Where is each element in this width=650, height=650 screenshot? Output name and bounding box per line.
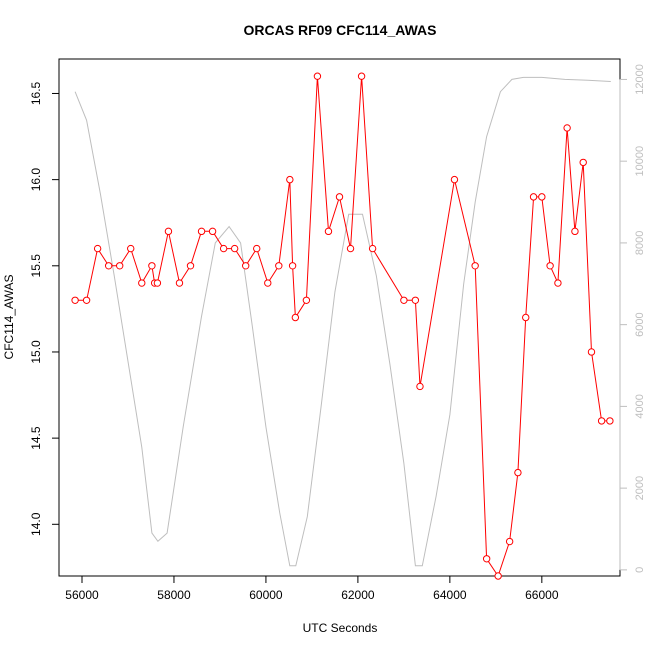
data-point xyxy=(164,227,173,236)
x-tick-label: 58000 xyxy=(157,588,191,602)
data-point xyxy=(416,382,424,391)
data-point xyxy=(115,262,124,270)
data-point xyxy=(597,417,606,425)
data-point xyxy=(522,313,530,322)
data-point xyxy=(482,555,491,563)
data-point xyxy=(275,262,283,270)
data-point xyxy=(219,244,228,253)
chart-title: ORCAS RF09 CFC114_AWAS xyxy=(244,22,437,38)
y-tick-label: 14.0 xyxy=(29,512,43,536)
data-point xyxy=(357,72,366,80)
data-point xyxy=(186,262,195,270)
data-point xyxy=(93,244,102,253)
x-tick-label: 66000 xyxy=(525,588,559,602)
y-tick-label: 15.0 xyxy=(29,340,43,364)
secondary-y-tick-label: 10000 xyxy=(634,146,646,177)
data-point xyxy=(494,572,502,580)
secondary-y-tick-label: 0 xyxy=(634,567,646,573)
data-point xyxy=(471,262,479,270)
data-point xyxy=(514,468,522,477)
data-point xyxy=(253,244,261,253)
secondary-y-tick-label: 6000 xyxy=(634,312,646,336)
data-point xyxy=(529,193,538,201)
secondary-y-tick-label: 12000 xyxy=(634,64,646,95)
data-point xyxy=(411,296,420,304)
x-tick-label: 60000 xyxy=(249,588,283,602)
secondary-series-line xyxy=(74,76,611,567)
data-point xyxy=(291,313,300,322)
data-point xyxy=(208,227,217,236)
data-point xyxy=(82,296,91,304)
data-point xyxy=(563,124,571,132)
data-point xyxy=(288,262,297,270)
x-tick-label: 64000 xyxy=(433,588,467,602)
data-point xyxy=(505,537,514,546)
data-point xyxy=(286,175,294,184)
data-point xyxy=(587,348,596,356)
data-point xyxy=(230,244,239,253)
secondary-y-tick-label: 2000 xyxy=(634,476,646,500)
data-point xyxy=(302,296,311,304)
data-point xyxy=(538,193,546,201)
secondary-y-tick-label: 8000 xyxy=(634,231,646,255)
data-point xyxy=(71,296,79,304)
data-point xyxy=(346,244,355,253)
series-layer xyxy=(71,72,614,580)
data-point xyxy=(368,244,377,253)
y-tick-label: 16.5 xyxy=(29,81,43,105)
data-point xyxy=(127,244,135,253)
data-point xyxy=(335,193,344,201)
data-point xyxy=(400,296,408,304)
data-point xyxy=(313,72,322,80)
x-tick-label: 62000 xyxy=(341,588,375,602)
data-point xyxy=(554,279,562,287)
data-point xyxy=(197,227,206,236)
data-point xyxy=(241,262,250,270)
data-point xyxy=(571,227,579,236)
data-point xyxy=(324,227,333,236)
data-point xyxy=(138,279,146,287)
data-point xyxy=(450,175,459,184)
data-point xyxy=(606,417,614,425)
y-tick-label: 14.5 xyxy=(29,426,43,450)
x-tick-label: 56000 xyxy=(65,588,99,602)
data-point xyxy=(546,262,554,270)
data-point xyxy=(148,262,156,270)
x-axis: 56000 58000 60000 62000 64000 66000 xyxy=(65,575,559,602)
data-point xyxy=(175,279,184,287)
y-tick-label: 15.5 xyxy=(29,254,43,278)
data-point xyxy=(264,279,272,287)
secondary-y-tick-label: 4000 xyxy=(634,394,646,418)
data-point xyxy=(153,279,162,287)
secondary-y-axis: 0 2000 4000 6000 8000 10000 12000 xyxy=(619,64,646,573)
data-point xyxy=(104,262,113,270)
y-axis: 14.0 14.5 15.0 15.5 16.0 16.5 xyxy=(29,81,60,536)
y-axis-label: CFC114_AWAS xyxy=(2,275,16,360)
y-tick-label: 16.0 xyxy=(29,168,43,192)
x-axis-label: UTC Seconds xyxy=(303,621,378,635)
data-point xyxy=(579,158,587,167)
